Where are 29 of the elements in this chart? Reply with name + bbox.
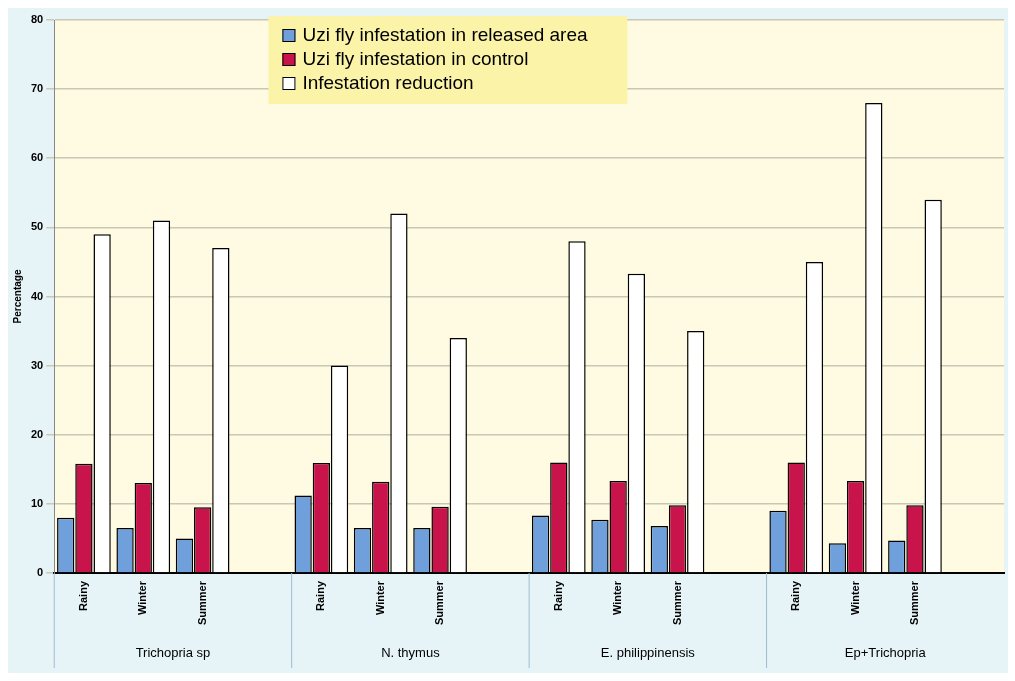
x-tick-label: Winter [373, 580, 386, 616]
x-tick-label: Rainy [76, 580, 89, 611]
x-tick-label: Winter [611, 580, 624, 616]
y-tick-label: 60 [30, 151, 44, 164]
text: E. philippinensis [600, 644, 696, 660]
x-tick-label: Rainy [789, 580, 802, 611]
y-tick-label: 10 [30, 496, 44, 509]
y-axis-title: Percentage [11, 269, 23, 324]
x-tick-label: Summer [433, 580, 446, 626]
text: Ep+Trichopria [844, 644, 927, 660]
y-tick-label: 20 [30, 427, 44, 440]
y-tick-label: 40 [30, 289, 44, 302]
legend-label: Uzi fly infestation in control [302, 48, 529, 70]
y-tick-label: 50 [30, 220, 44, 233]
y-tick-label: 80 [30, 13, 44, 26]
x-tick-label: Rainy [314, 580, 327, 611]
x-tick-label: Winter [136, 580, 149, 616]
y-tick-label: 0 [37, 566, 44, 579]
x-tick-label: Summer [195, 580, 208, 626]
y-tick-label: 70 [30, 82, 44, 95]
legend-label: Infestation reduction [302, 72, 474, 94]
x-tick-label: Summer [670, 580, 683, 626]
x-tick-label: Winter [848, 580, 861, 616]
x-tick-label: Rainy [551, 580, 564, 611]
text: Trichopria sp [135, 644, 211, 660]
legend-label: Uzi fly infestation in released area [302, 24, 588, 46]
x-tick-label: Summer [907, 580, 920, 626]
y-tick-label: 30 [30, 358, 44, 371]
text: N. thymus [381, 644, 441, 660]
